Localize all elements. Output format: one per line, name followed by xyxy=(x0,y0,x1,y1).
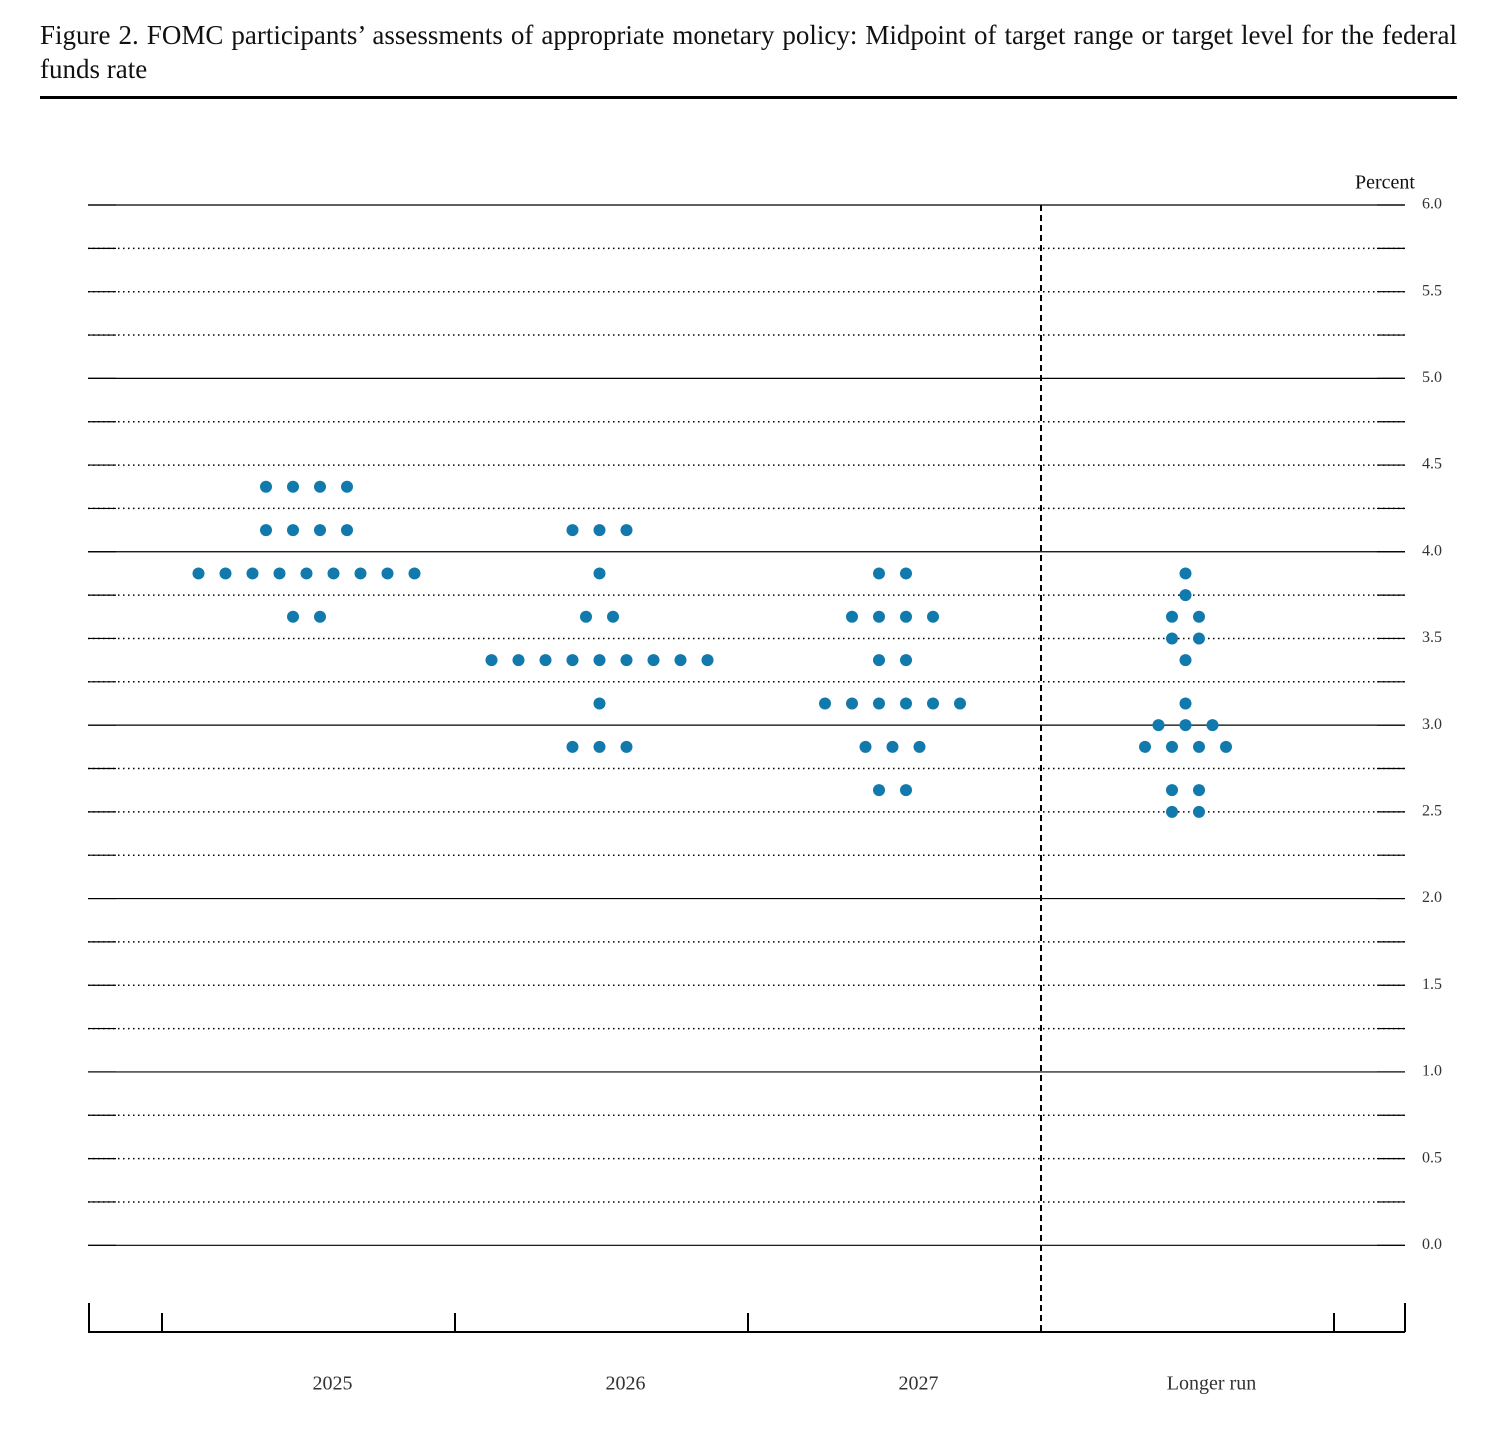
y-tick-label: 3.0 xyxy=(1422,716,1442,733)
dot xyxy=(593,740,606,753)
y-tick-label: 4.5 xyxy=(1422,456,1442,473)
dot xyxy=(566,740,579,753)
x-tick-label: 2027 xyxy=(899,1373,939,1395)
x-tick-label: 2025 xyxy=(313,1373,353,1395)
dot xyxy=(873,697,885,710)
dot xyxy=(327,567,340,580)
x-tick-label: 2026 xyxy=(606,1373,646,1395)
y-tick-label: 4.0 xyxy=(1422,542,1442,559)
y-tick-label: 2.0 xyxy=(1422,889,1442,906)
dot xyxy=(1179,654,1192,667)
dot xyxy=(1193,632,1205,645)
dot xyxy=(593,524,606,537)
dot xyxy=(1166,632,1178,645)
dot xyxy=(1220,740,1232,753)
y-tick-label: 1.0 xyxy=(1422,1063,1442,1080)
dot xyxy=(900,610,912,623)
dot xyxy=(1206,719,1219,732)
dot xyxy=(846,610,858,623)
y-tick-label: 5.5 xyxy=(1422,282,1442,299)
y-axis-label: Percent xyxy=(1355,172,1415,194)
dot xyxy=(593,654,606,667)
dot xyxy=(954,697,966,710)
dot xyxy=(260,480,272,493)
dot xyxy=(607,610,619,623)
dot xyxy=(1179,697,1192,710)
dot xyxy=(674,654,687,667)
dot xyxy=(341,524,353,537)
dot xyxy=(927,610,939,623)
dot xyxy=(300,567,313,580)
chart-title: Figure 2. FOMC participants’ assessments… xyxy=(40,20,1457,84)
dot xyxy=(566,524,579,537)
dot xyxy=(913,740,926,753)
dot xyxy=(287,524,299,537)
dot xyxy=(539,654,552,667)
y-tick-label: 1.5 xyxy=(1422,976,1442,993)
dot xyxy=(580,610,592,623)
y-tick-label: 6.0 xyxy=(1422,196,1442,213)
dot xyxy=(593,567,606,580)
y-tick-label: 3.5 xyxy=(1422,629,1442,646)
title-rule xyxy=(40,96,1457,99)
dot xyxy=(485,654,498,667)
dot xyxy=(566,654,579,667)
dot xyxy=(873,784,885,797)
dot xyxy=(1179,719,1192,732)
dot xyxy=(260,524,272,537)
dot xyxy=(314,610,326,623)
dot xyxy=(314,480,326,493)
dot xyxy=(593,697,606,710)
dot xyxy=(1193,784,1205,797)
dot xyxy=(900,697,912,710)
dot xyxy=(873,567,885,580)
dot xyxy=(314,524,326,537)
dot xyxy=(620,654,633,667)
dot xyxy=(1193,740,1205,753)
dot xyxy=(1193,610,1205,623)
dot xyxy=(1179,589,1192,602)
y-tick-label: 0.0 xyxy=(1422,1236,1442,1253)
dot xyxy=(873,610,885,623)
dot xyxy=(354,567,367,580)
dot xyxy=(1166,740,1178,753)
dot xyxy=(819,697,831,710)
dot xyxy=(873,654,885,667)
dot xyxy=(219,567,232,580)
dot xyxy=(273,567,286,580)
dot xyxy=(900,567,912,580)
y-tick-label: 0.5 xyxy=(1422,1149,1442,1166)
dot xyxy=(886,740,899,753)
dot xyxy=(647,654,660,667)
dot xyxy=(246,567,259,580)
y-tick-label: 5.0 xyxy=(1422,369,1442,386)
dot xyxy=(701,654,714,667)
dot xyxy=(927,697,939,710)
dot xyxy=(620,740,633,753)
dot xyxy=(287,480,299,493)
dot xyxy=(408,567,421,580)
x-tick-label: Longer run xyxy=(1167,1373,1256,1395)
dot xyxy=(1152,719,1165,732)
dot xyxy=(512,654,525,667)
dot xyxy=(341,480,353,493)
dot xyxy=(859,740,872,753)
dot xyxy=(846,697,858,710)
dot xyxy=(287,610,299,623)
dot xyxy=(192,567,205,580)
dot xyxy=(1179,567,1192,580)
dot xyxy=(900,784,912,797)
dot xyxy=(1166,805,1178,818)
dot xyxy=(1166,784,1178,797)
dot xyxy=(1193,805,1205,818)
dot xyxy=(900,654,912,667)
dot xyxy=(620,524,633,537)
dot xyxy=(1166,610,1178,623)
dot xyxy=(381,567,394,580)
dot xyxy=(1139,740,1151,753)
y-tick-label: 2.5 xyxy=(1422,803,1442,820)
